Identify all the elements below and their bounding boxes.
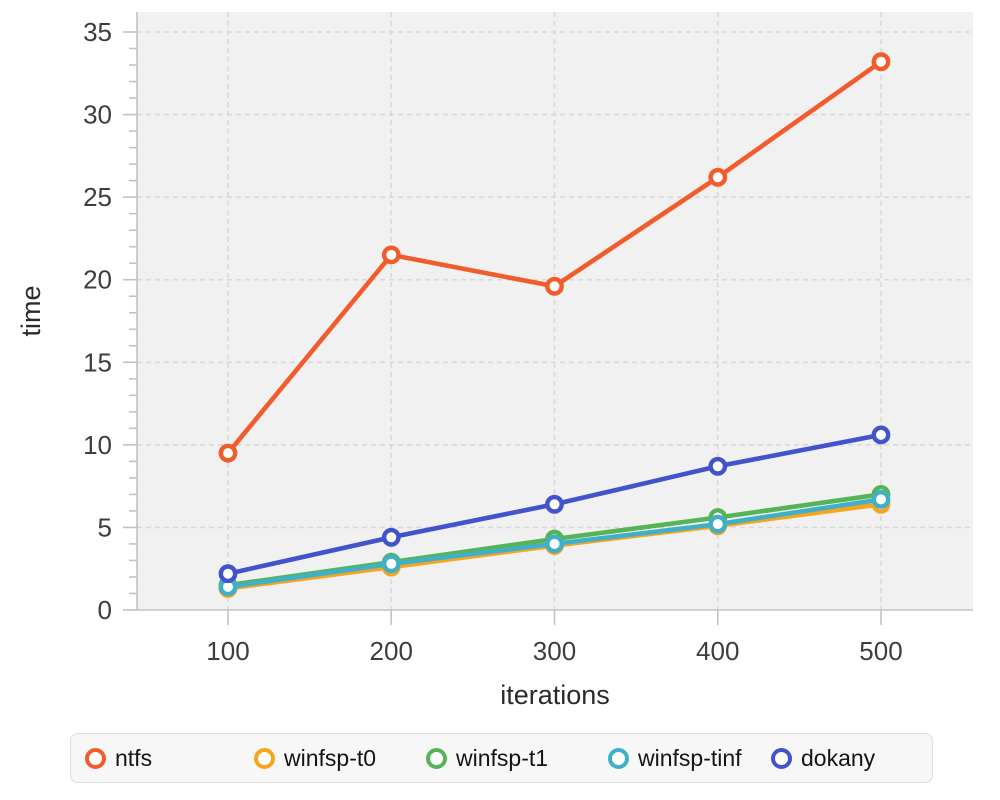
legend-label-winfsp-t0: winfsp-t0 bbox=[284, 744, 377, 771]
svg-text:35: 35 bbox=[83, 17, 112, 47]
chart-area: 0 5 10 15 20 25 30 35 100 200 300 400 500 time itera… bbox=[16, 12, 973, 710]
svg-text:500: 500 bbox=[859, 636, 902, 666]
svg-text:0: 0 bbox=[98, 595, 112, 625]
winfsp-tinf-marker-icon bbox=[608, 747, 629, 769]
legend-item-winfsp-tinf[interactable]: winfsp-tinf bbox=[608, 734, 742, 782]
winfsp-t1-marker-icon bbox=[426, 747, 447, 769]
legend-item-dokany[interactable]: dokany bbox=[771, 734, 875, 782]
svg-text:300: 300 bbox=[533, 636, 576, 666]
series-ntfs bbox=[218, 52, 891, 463]
ntfs-marker-icon bbox=[85, 747, 106, 769]
legend-label-dokany: dokany bbox=[801, 744, 876, 771]
svg-text:5: 5 bbox=[98, 512, 112, 542]
legend-label-ntfs: ntfs bbox=[115, 744, 153, 771]
svg-text:100: 100 bbox=[206, 636, 249, 666]
dokany-marker-icon bbox=[771, 747, 792, 769]
y-axis-title: time bbox=[16, 285, 46, 336]
svg-text:400: 400 bbox=[696, 636, 739, 666]
legend-label-winfsp-tinf: winfsp-tinf bbox=[638, 744, 742, 771]
chart-canvas: 0 5 10 15 20 25 30 35 100 200 300 400 500 time itera… bbox=[16, 12, 973, 710]
legend-label-winfsp-t1: winfsp-t1 bbox=[456, 744, 549, 771]
svg-text:30: 30 bbox=[83, 100, 112, 130]
winfsp-t0-marker-icon bbox=[254, 747, 275, 769]
x-axis-title: iterations bbox=[500, 680, 610, 710]
svg-text:15: 15 bbox=[83, 347, 112, 377]
legend-item-winfsp-t1[interactable]: winfsp-t1 bbox=[426, 734, 548, 782]
svg-text:200: 200 bbox=[370, 636, 413, 666]
series-dokany bbox=[218, 425, 891, 584]
svg-text:25: 25 bbox=[83, 182, 112, 212]
legend-item-winfsp-t0[interactable]: winfsp-t0 bbox=[254, 734, 376, 782]
legend-item-ntfs[interactable]: ntfs bbox=[85, 734, 152, 782]
svg-text:20: 20 bbox=[83, 265, 112, 295]
svg-text:10: 10 bbox=[83, 430, 112, 460]
legend: ntfs winfsp-t0 winfsp-t1 winfsp-tinf dok… bbox=[70, 733, 933, 783]
